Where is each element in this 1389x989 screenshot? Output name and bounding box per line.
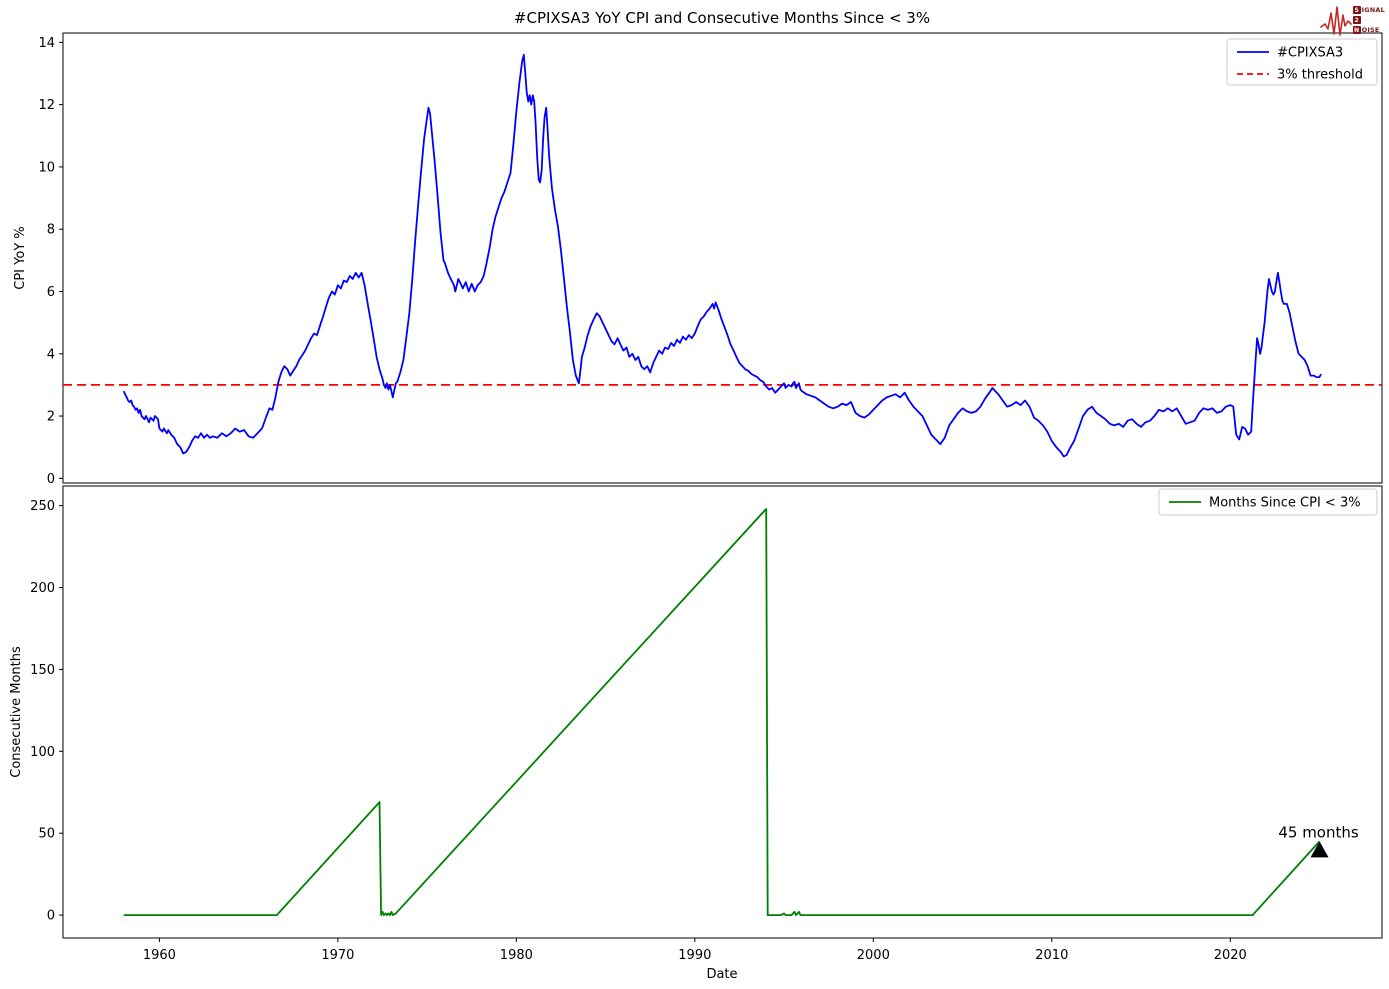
- legend-box: [1226, 38, 1378, 86]
- x-tick-label: 2020: [1214, 948, 1247, 963]
- x-tick-label: 1970: [321, 948, 354, 963]
- top-plot-frame: [62, 32, 1383, 484]
- y-tick-label: 4: [47, 347, 55, 362]
- y-tick-label: 14: [38, 36, 55, 51]
- logo-line-2: 2: [1352, 16, 1385, 25]
- y-tick-label: 10: [38, 160, 55, 175]
- x-tick-label: 2010: [1035, 948, 1068, 963]
- annotation-triangle-up-marker: [1310, 841, 1329, 858]
- x-tick-label: 1980: [500, 948, 533, 963]
- signal-2-noise-logo: S IGNAL 2 N OISE: [1319, 3, 1385, 37]
- logo-waveform-icon: [1319, 6, 1352, 36]
- y-tick-label: 50: [38, 827, 55, 842]
- x-tick-label: 2000: [857, 948, 890, 963]
- y-tick-label: 6: [47, 285, 55, 300]
- logo-line-noise: N OISE: [1352, 26, 1380, 34]
- logo-letterbox-n: N: [1352, 26, 1361, 34]
- bottom-ylabel: Consecutive Months: [9, 646, 24, 778]
- y-tick-label: 200: [30, 581, 55, 596]
- legend-box: [1158, 488, 1378, 516]
- logo-letterbox-s: S: [1352, 6, 1361, 14]
- plot-content: 0 2 4 6 8 10 12 14 0 50 100 150 200 250 1960 1970 1980 19…: [30, 36, 1382, 963]
- legend-label: Months Since CPI < 3%: [1209, 496, 1361, 511]
- top-ylabel: CPI YoY %: [13, 226, 28, 289]
- bottom-plot-frame: [62, 485, 1383, 939]
- x-tick-label: 1990: [678, 948, 711, 963]
- y-tick-label: 150: [30, 663, 55, 678]
- annotation-text: 45 months: [1278, 823, 1359, 841]
- xlabel: Date: [706, 967, 737, 982]
- y-tick-label: 12: [38, 98, 55, 113]
- legend-label: #CPIXSA3: [1277, 46, 1343, 61]
- logo-line-signal: S IGNAL: [1352, 6, 1385, 14]
- y-tick-label: 250: [30, 499, 55, 514]
- legend-label: 3% threshold: [1277, 68, 1363, 83]
- y-tick-label: 2: [47, 410, 55, 425]
- logo-letterbox-2: 2: [1352, 16, 1361, 24]
- y-tick-label: 8: [47, 223, 55, 238]
- y-tick-label: 0: [47, 909, 55, 924]
- cpi-line: [122, 53, 1322, 458]
- chart-title: #CPIXSA3 YoY CPI and Consecutive Months …: [514, 9, 930, 27]
- months-line: [123, 508, 1321, 916]
- y-tick-label: 100: [30, 745, 55, 760]
- x-tick-label: 1960: [143, 948, 176, 963]
- y-tick-label: 0: [47, 472, 55, 487]
- logo-text: S IGNAL 2 N OISE: [1352, 6, 1385, 35]
